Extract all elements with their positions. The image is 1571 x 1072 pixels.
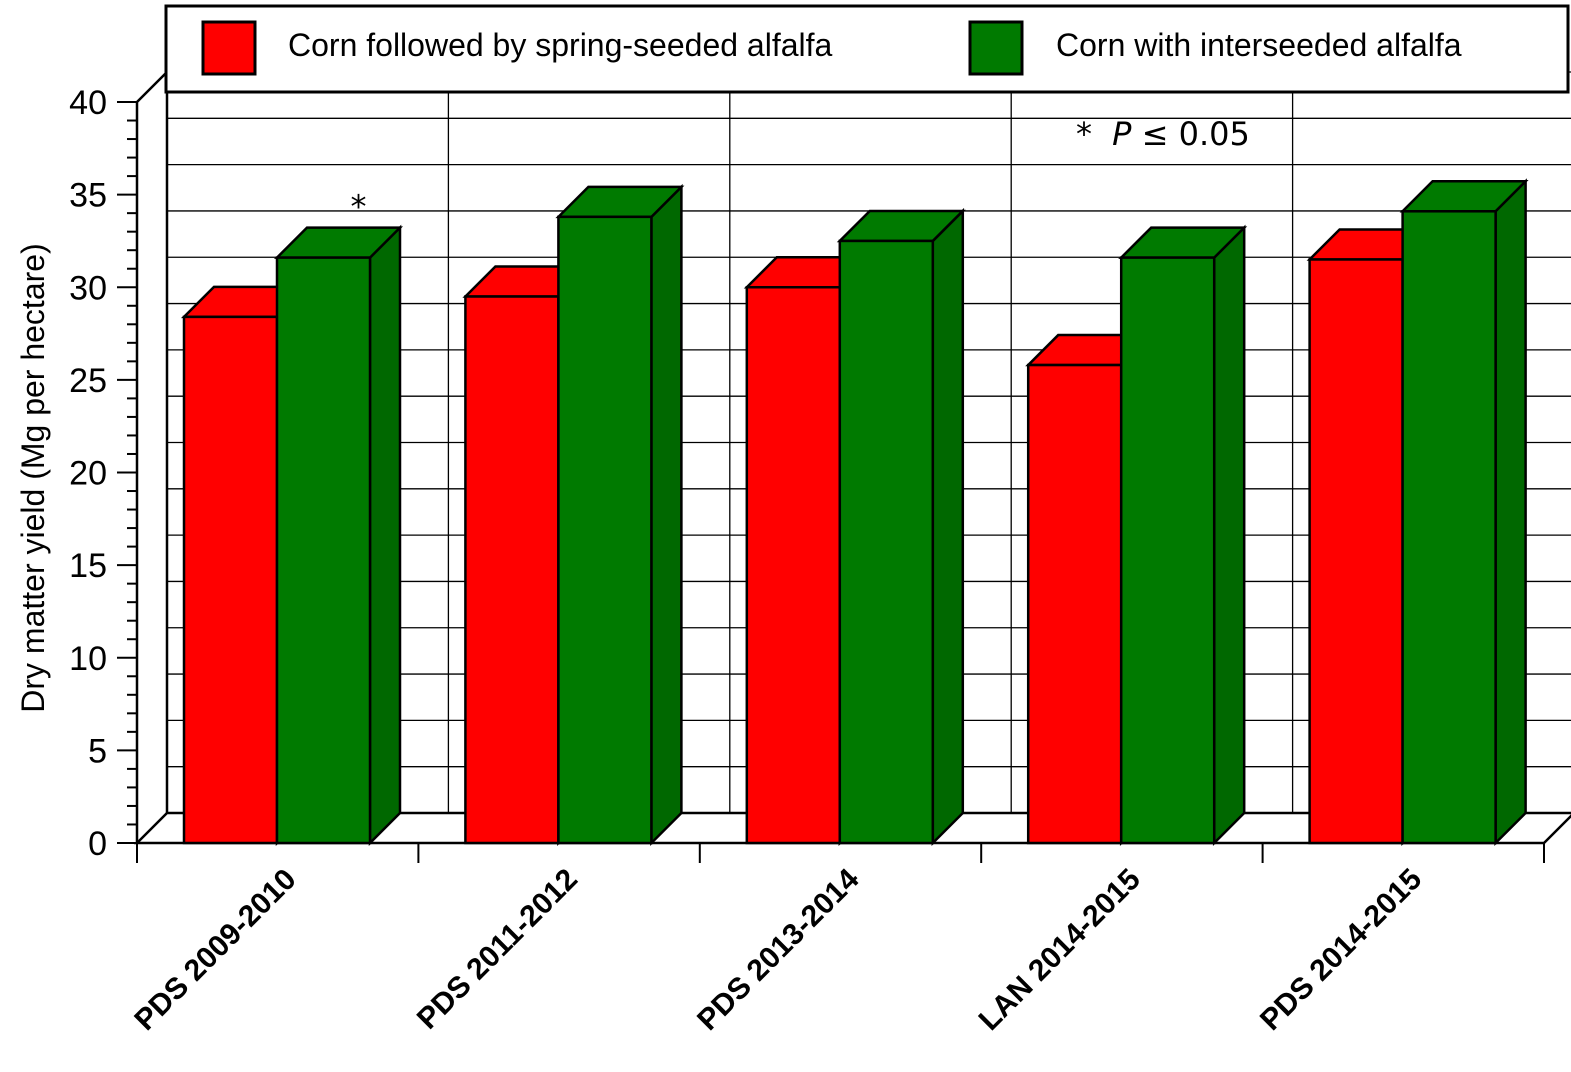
bar-front <box>1026 363 1123 845</box>
bar <box>273 224 404 847</box>
bar-front <box>1308 258 1404 845</box>
bar-side <box>650 183 683 847</box>
bar-side <box>1494 178 1527 847</box>
x-tick-label: LAN 2014-2015 <box>973 863 1147 1037</box>
legend-label-spring-seeded: Corn followed by spring-seeded alfalfa <box>288 27 833 63</box>
significance-note-threshold: ≤ 0.05 <box>1142 115 1250 153</box>
y-tick-label: 0 <box>88 825 107 863</box>
x-tick-label: PDS 2014-2015 <box>1254 863 1428 1037</box>
significance-note-p: P <box>1112 115 1132 153</box>
bar-front <box>745 286 842 845</box>
bar-front <box>838 239 935 845</box>
bar <box>1118 224 1248 847</box>
y-tick-label: 25 <box>69 362 107 400</box>
legend-box <box>164 4 1570 94</box>
bar-side <box>1212 224 1246 847</box>
legend-swatch-interseeded <box>968 20 1024 76</box>
y-tick-label: 20 <box>69 455 107 493</box>
bar-side <box>931 207 965 847</box>
y-tick-label: 15 <box>69 547 107 585</box>
y-axis: 0 5 10 15 20 25 30 35 40 <box>69 84 137 863</box>
bar-side <box>368 224 402 847</box>
y-axis-title: Dry matter yield (Mg per hectare) <box>15 243 51 712</box>
y-tick-label: 10 <box>69 640 107 678</box>
y-tick-label: 40 <box>69 84 107 122</box>
bars <box>180 178 1529 847</box>
legend-label-interseeded: Corn with interseeded alfalfa <box>1056 27 1462 63</box>
bar-front <box>1401 210 1497 845</box>
x-tick-label: PDS 2009-2010 <box>128 863 302 1037</box>
y-tick-label: 35 <box>69 177 107 215</box>
x-tick-label: PDS 2013-2014 <box>691 862 866 1037</box>
bar-front <box>275 256 372 845</box>
bar <box>1399 178 1529 847</box>
legend: Corn followed by spring-seeded alfalfa C… <box>164 4 1570 94</box>
bar-front <box>1119 256 1216 845</box>
y-tick-label: 5 <box>88 732 107 770</box>
bar <box>836 207 966 847</box>
legend-swatch-spring-seeded <box>201 20 257 76</box>
significance-note-star: * <box>1076 115 1092 153</box>
bar-front <box>182 315 279 845</box>
x-axis: PDS 2009-2010 PDS 2011-2012 PDS 2013-2014 L… <box>128 843 1545 1037</box>
bar-front <box>557 215 653 845</box>
bar-significance-mark: * <box>351 188 367 226</box>
y-tick-label: 30 <box>69 269 107 307</box>
annotations: * <box>351 188 367 226</box>
bar-front <box>464 295 560 845</box>
bar <box>555 183 685 847</box>
x-tick-label: PDS 2011-2012 <box>411 863 584 1036</box>
left-wall <box>135 71 168 843</box>
significance-note: * P ≤ 0.05 <box>1076 115 1250 153</box>
